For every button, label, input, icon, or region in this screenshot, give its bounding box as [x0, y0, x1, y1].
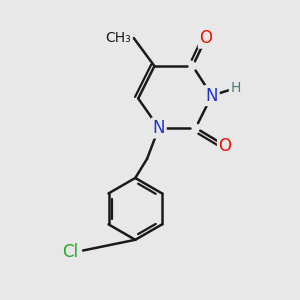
Text: CH₃: CH₃	[105, 31, 131, 45]
Text: H: H	[230, 81, 241, 95]
Text: Cl: Cl	[62, 243, 78, 261]
Text: N: N	[153, 119, 165, 137]
Text: O: O	[219, 136, 232, 154]
Text: N: N	[206, 86, 218, 104]
Text: O: O	[200, 29, 212, 47]
